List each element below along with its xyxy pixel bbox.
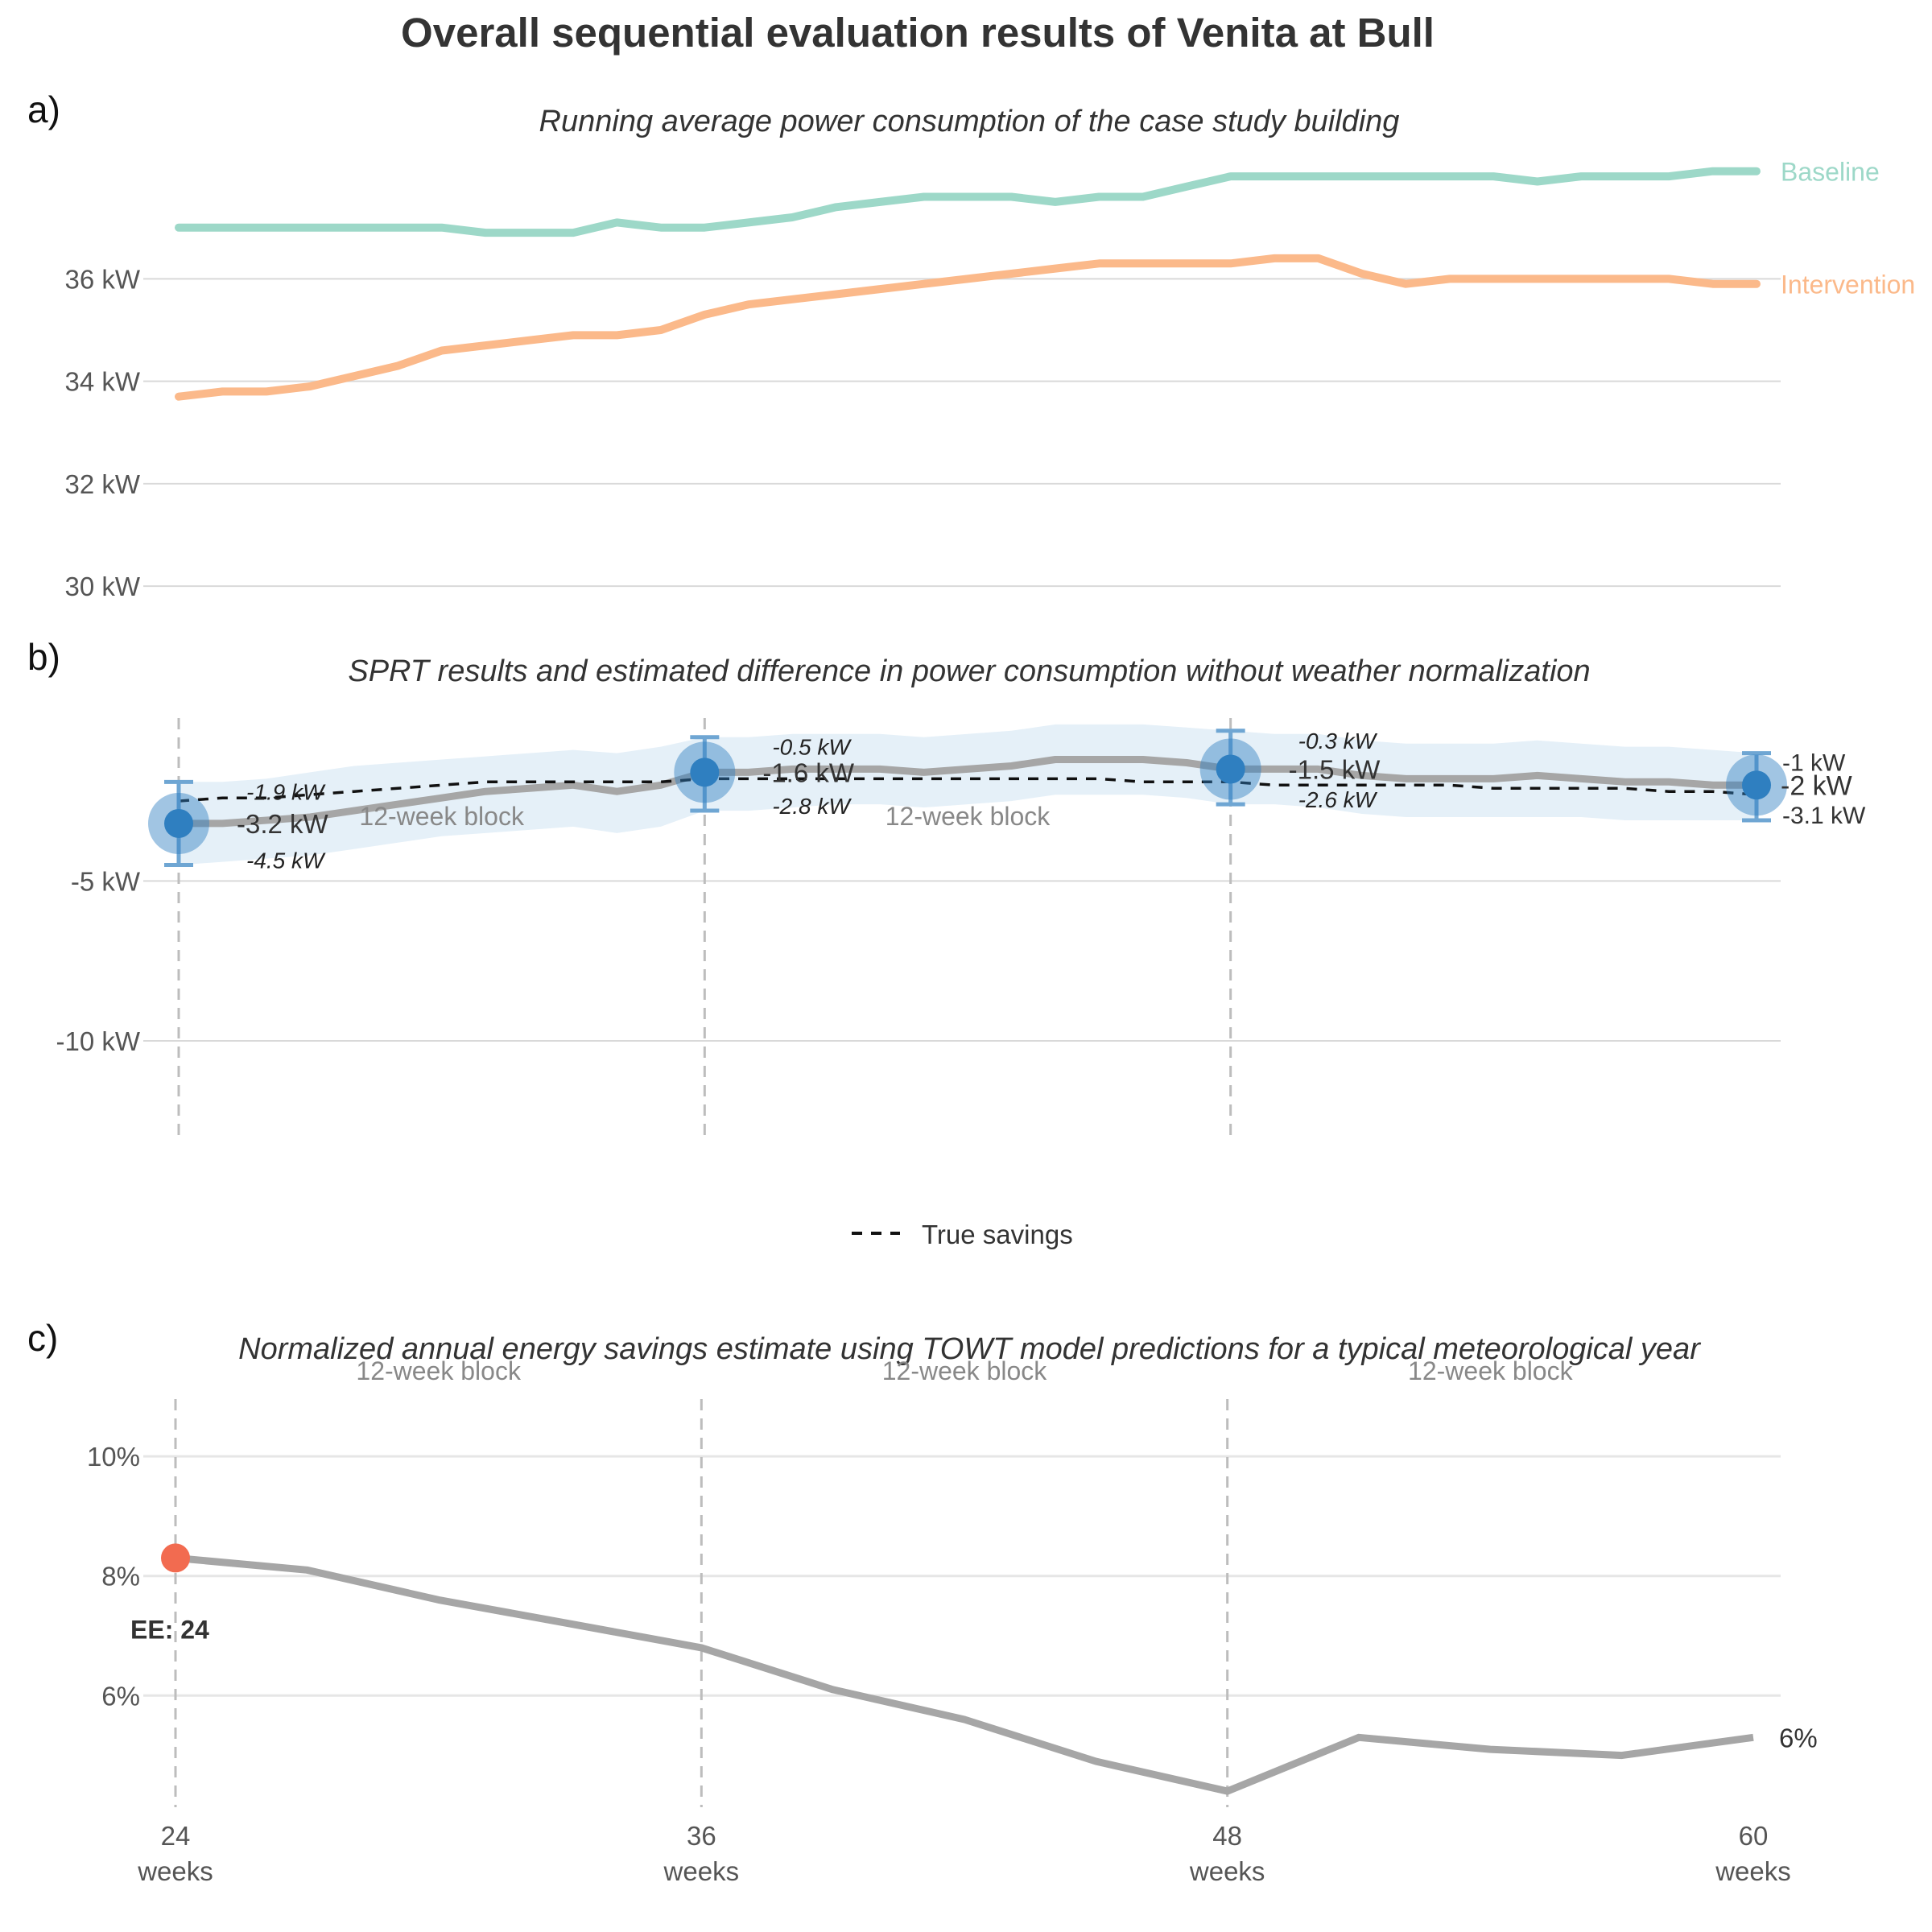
y-tick-label: 10% (87, 1442, 140, 1472)
block-label: 12-week block (356, 1356, 522, 1385)
checkpoint-point (1742, 770, 1771, 800)
checkpoint-estimate-label: -2 kW (1781, 770, 1852, 801)
end-value-label: 6% (1779, 1723, 1818, 1752)
checkpoint-lower-label: -2.8 kW (772, 794, 852, 819)
y-tick-label: 6% (101, 1681, 140, 1711)
checkpoint-lower-label: -4.5 kW (246, 848, 326, 873)
checkpoint-lower-label: -3.1 kW (1782, 803, 1866, 829)
checkpoint-upper-label: -0.3 kW (1298, 729, 1378, 753)
checkpoint-estimate-label: -3.2 kW (237, 809, 329, 839)
figure-title: Overall sequential evaluation results of… (401, 10, 1435, 56)
checkpoint-lower-label: -2.6 kW (1298, 787, 1378, 812)
block-label: 12-week block (882, 1356, 1048, 1385)
panel-b-subtitle: SPRT results and estimated difference in… (348, 654, 1590, 688)
panel-c-grid: 6% 8% 10% (87, 1442, 1781, 1711)
series-label-baseline: Baseline (1781, 158, 1880, 187)
panel-a-subtitle: Running average power consumption of the… (539, 105, 1400, 138)
savings-line (175, 1554, 1754, 1795)
checkpoint-upper-label: -0.5 kW (772, 735, 852, 760)
panel-a-label: a) (27, 89, 60, 130)
panel-a-series: Baseline Intervention (175, 158, 1915, 401)
checkpoint-point (1216, 754, 1245, 784)
block-label: 12-week block (359, 802, 525, 831)
y-tick-label: -5 kW (71, 866, 141, 896)
checkpoint-upper-label: -1.9 kW (246, 779, 326, 804)
panel-b-marks: 12-week block 12-week block -3.2 kW -1.9 kW… (148, 718, 1866, 1141)
x-tick-unit: weeks (663, 1856, 740, 1886)
x-tick-label: 48 (1212, 1821, 1242, 1851)
y-tick-label: 32 kW (64, 469, 140, 499)
block-label: 12-week block (1408, 1356, 1574, 1385)
panel-b-label: b) (27, 636, 60, 678)
x-tick-label: 24 (161, 1821, 191, 1851)
highlight-point (161, 1543, 190, 1573)
estimate-line (179, 756, 1757, 828)
panel-c-marks: 12-week block 12-week block 12-week block E… (130, 1356, 1818, 1886)
checkpoint-upper-label: -1 kW (1782, 750, 1846, 777)
legend-true-savings-label: True savings (922, 1220, 1073, 1249)
true-savings-line (178, 777, 1757, 803)
legend: True savings (852, 1220, 1073, 1249)
y-tick-label: 30 kW (64, 572, 140, 601)
highlight-label: EE: 24 (130, 1615, 209, 1644)
checkpoint-estimate-label: -1.6 kW (762, 758, 855, 787)
confidence-band (179, 724, 1757, 865)
x-tick-label: 60 (1739, 1821, 1769, 1851)
x-tick-label: 36 (687, 1821, 716, 1851)
panel-b-grid: -10 kW -5 kW (56, 866, 1781, 1056)
checkpoint-point (690, 758, 720, 787)
checkpoint-estimate-label: -1.5 kW (1289, 754, 1381, 784)
y-tick-label: 36 kW (64, 264, 140, 294)
series-label-intervention: Intervention (1781, 270, 1915, 299)
panel-c-label: c) (27, 1317, 58, 1359)
block-label: 12-week block (886, 802, 1051, 831)
x-tick-unit: weeks (137, 1856, 213, 1886)
series-line-baseline (175, 167, 1761, 237)
x-tick-unit: weeks (1715, 1856, 1791, 1886)
y-tick-label: 8% (101, 1562, 140, 1591)
x-tick-unit: weeks (1189, 1856, 1265, 1886)
series-line-intervention (175, 254, 1761, 401)
panel-a-grid: 30 kW 32 kW 34 kW 36 kW (64, 264, 1781, 601)
y-tick-label: 34 kW (64, 367, 140, 397)
y-tick-label: -10 kW (56, 1026, 140, 1056)
panel-c-subtitle: Normalized annual energy savings estimat… (238, 1332, 1701, 1366)
checkpoint-point (164, 808, 193, 838)
